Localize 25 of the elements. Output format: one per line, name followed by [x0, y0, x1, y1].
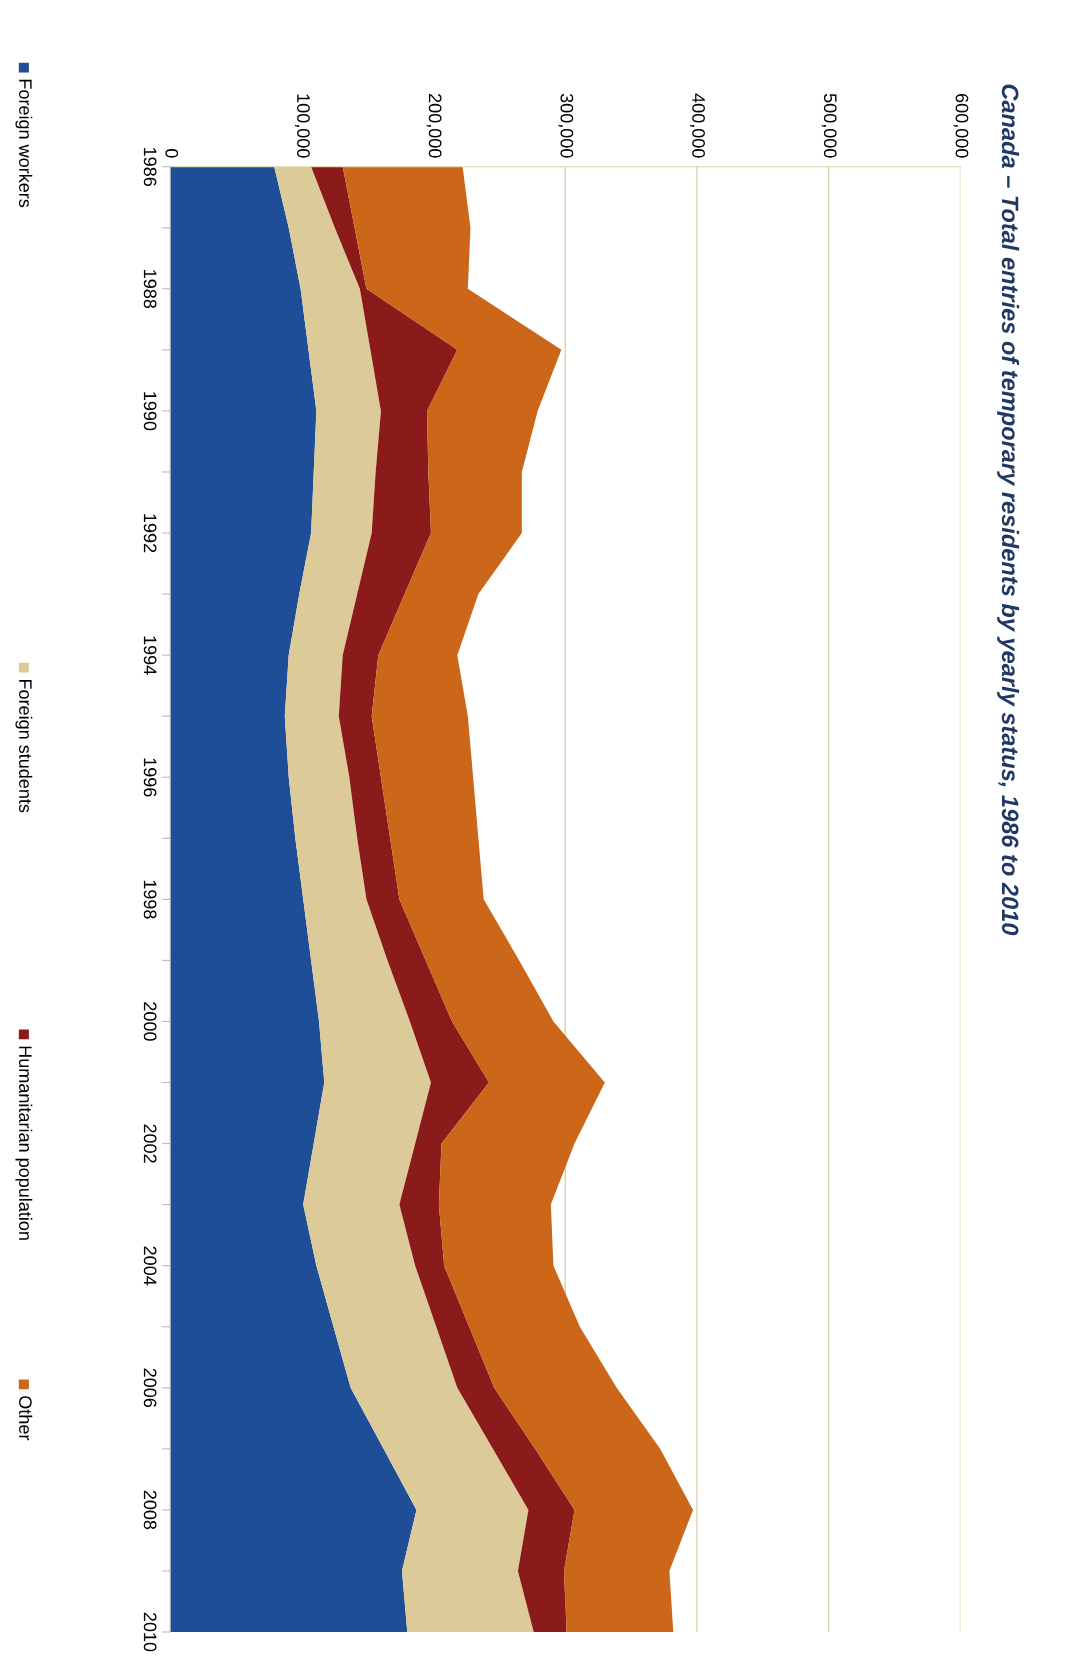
x-tick-label: 100,000	[294, 94, 310, 158]
legend-label: Other	[19, 1396, 33, 1441]
legend-label: Foreign students	[15, 679, 33, 813]
y-tick-label: 1996	[143, 758, 157, 797]
text: Canada – Total entries of temporary residents by yearly status, 1986 to 2010	[997, 84, 1020, 936]
x-tick-label: 200,000	[426, 94, 442, 158]
y-tick-label: 2010	[143, 1612, 157, 1652]
legend-label: Foreign workers	[15, 79, 33, 208]
x-tick-label: 500,000	[821, 93, 837, 158]
y-tick-label: 1992	[143, 514, 157, 553]
y-tick-label: 2000	[143, 1002, 157, 1041]
x-tick-label: 600,000	[953, 94, 969, 158]
y-tick-label: 1994	[143, 636, 157, 675]
y-tick-label: 1986	[143, 148, 157, 186]
x-tick-label: 0	[165, 149, 179, 158]
legend-label: Humanitarian population	[15, 1046, 33, 1240]
y-tick-label: 1988	[143, 270, 157, 309]
y-tick-label: 2008	[143, 1490, 157, 1530]
y-tick-label: 1990	[143, 392, 157, 431]
y-tick-label: 2002	[143, 1124, 157, 1163]
y-tick-label: 2004	[143, 1246, 157, 1286]
x-tick-label: 300,000	[558, 93, 574, 158]
y-tick-label: 2006	[143, 1368, 157, 1408]
x-tick-label: 400,000	[690, 93, 705, 158]
y-tick-label: 1998	[143, 880, 157, 919]
